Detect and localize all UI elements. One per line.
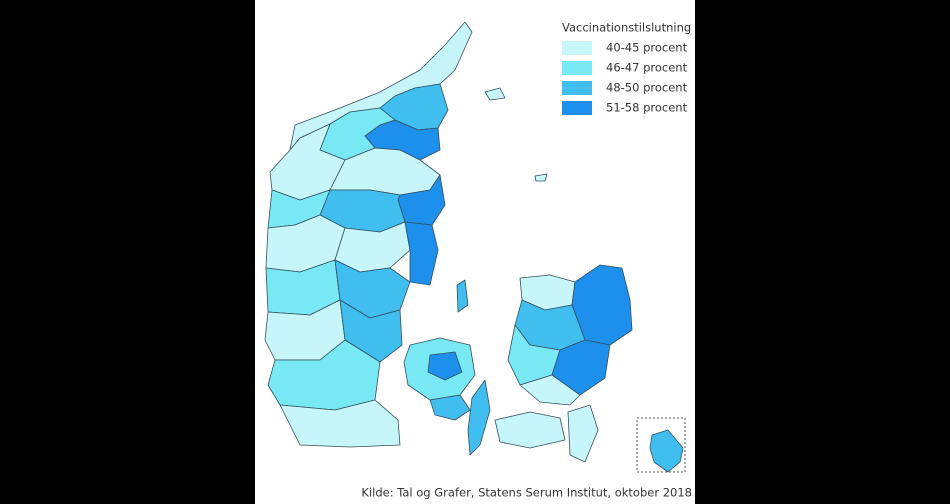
legend-label: 51-58 procent: [606, 101, 688, 115]
legend-label: 46-47 procent: [606, 61, 688, 75]
region: [279, 399, 401, 448]
region: [519, 374, 581, 406]
legend-swatch: [562, 41, 592, 55]
region: [567, 404, 599, 463]
map: [264, 21, 686, 473]
legend-label: 40-45 procent: [606, 41, 688, 55]
region: [534, 173, 548, 182]
region: [456, 279, 469, 313]
region: [649, 429, 684, 473]
legend-title: Vaccinationstilslutning: [562, 21, 691, 35]
region: [429, 394, 471, 421]
region: [467, 379, 491, 456]
region: [494, 411, 566, 449]
region: [427, 351, 463, 381]
legend-swatch: [562, 81, 592, 95]
legend-swatch: [562, 101, 592, 115]
legend-swatch: [562, 61, 592, 75]
source: Kilde: Tal og Grafer, Statens Serum Inst…: [361, 486, 692, 500]
legend-label: 48-50 procent: [606, 81, 688, 95]
legend: Vaccinationstilslutning 40-45 procent 46-…: [562, 21, 691, 115]
region: [484, 87, 506, 101]
region: [404, 221, 439, 286]
inset-frame: [636, 417, 686, 473]
